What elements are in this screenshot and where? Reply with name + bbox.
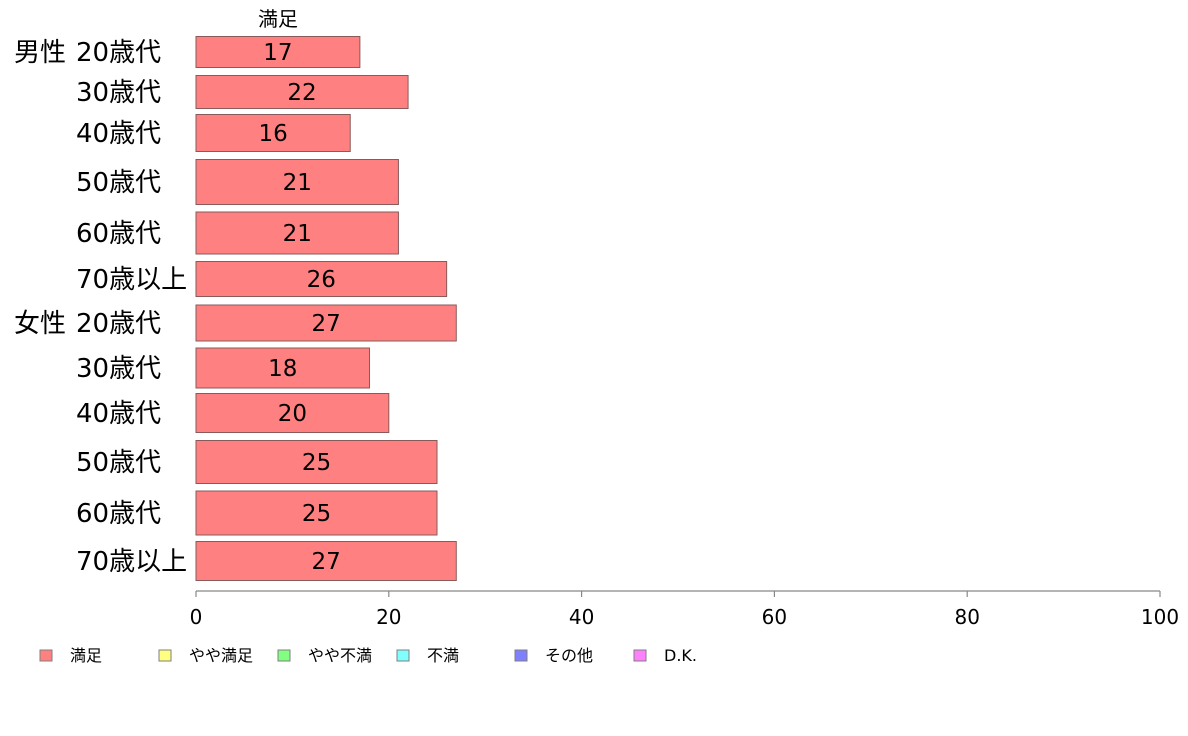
x-axis: 0 20 40 60 80 100 xyxy=(190,590,1179,629)
x-tick-label: 80 xyxy=(954,605,979,629)
row-label: 50歳代 xyxy=(76,448,161,478)
bar-value-label: 21 xyxy=(283,221,312,247)
bar xyxy=(195,541,457,581)
bar xyxy=(195,261,448,297)
row-label: 40歳代 xyxy=(76,399,161,429)
legend-label: D.K. xyxy=(664,646,697,665)
legend: 満足 やや満足 やや不満 不満 その他 D.K. xyxy=(39,646,697,665)
bar-value-label: 18 xyxy=(268,356,297,382)
legend-swatch xyxy=(277,649,291,662)
x-tick-label: 100 xyxy=(1141,605,1179,629)
x-tick-label: 40 xyxy=(569,605,594,629)
bar xyxy=(195,490,438,536)
legend-label: やや満足 xyxy=(189,646,253,665)
bar-value-label: 27 xyxy=(311,549,340,575)
bar-value-label: 16 xyxy=(258,121,287,147)
x-tick-label: 20 xyxy=(376,605,401,629)
bar xyxy=(195,393,390,433)
row-label: 30歳代 xyxy=(76,78,161,108)
bar xyxy=(195,211,399,255)
segment-title: 満足 xyxy=(258,7,298,31)
bar-value-label: 21 xyxy=(283,170,312,196)
row-label: 70歳以上 xyxy=(76,265,187,295)
legend-swatch xyxy=(514,649,528,662)
bar-value-label: 22 xyxy=(287,80,316,106)
group-label: 男性 xyxy=(14,38,66,68)
row-label: 20歳代 xyxy=(76,38,161,68)
legend-swatch xyxy=(158,649,172,662)
legend-swatch xyxy=(396,649,410,662)
row-labels: 20歳代男性30歳代40歳代50歳代60歳代70歳以上20歳代女性30歳代40歳… xyxy=(14,38,187,577)
x-tick-label: 0 xyxy=(190,605,203,629)
legend-label: やや不満 xyxy=(308,646,372,665)
row-label: 40歳代 xyxy=(76,119,161,149)
bar xyxy=(195,347,371,389)
bar-value-label: 25 xyxy=(302,501,331,527)
bar xyxy=(195,159,399,205)
x-tick-label: 60 xyxy=(762,605,787,629)
row-label: 50歳代 xyxy=(76,168,161,198)
bar xyxy=(195,36,361,68)
bar-value-label: 27 xyxy=(311,311,340,337)
bar-value-label: 26 xyxy=(307,267,336,293)
row-label: 60歳代 xyxy=(76,219,161,249)
group-label: 女性 xyxy=(14,309,66,339)
bar xyxy=(195,75,409,109)
row-label: 20歳代 xyxy=(76,309,161,339)
legend-swatch xyxy=(39,649,53,662)
legend-label: 不満 xyxy=(427,646,459,665)
row-label: 70歳以上 xyxy=(76,547,187,577)
bar-value-label: 17 xyxy=(263,40,292,66)
bar xyxy=(195,304,457,342)
row-label: 30歳代 xyxy=(76,354,161,384)
legend-swatch xyxy=(633,649,647,662)
legend-label: 満足 xyxy=(70,646,102,665)
legend-label: その他 xyxy=(545,646,593,665)
bar-value-label: 20 xyxy=(278,401,307,427)
row-label: 60歳代 xyxy=(76,499,161,529)
bar xyxy=(195,114,351,152)
bar-value-label: 25 xyxy=(302,450,331,476)
bar xyxy=(195,440,438,484)
